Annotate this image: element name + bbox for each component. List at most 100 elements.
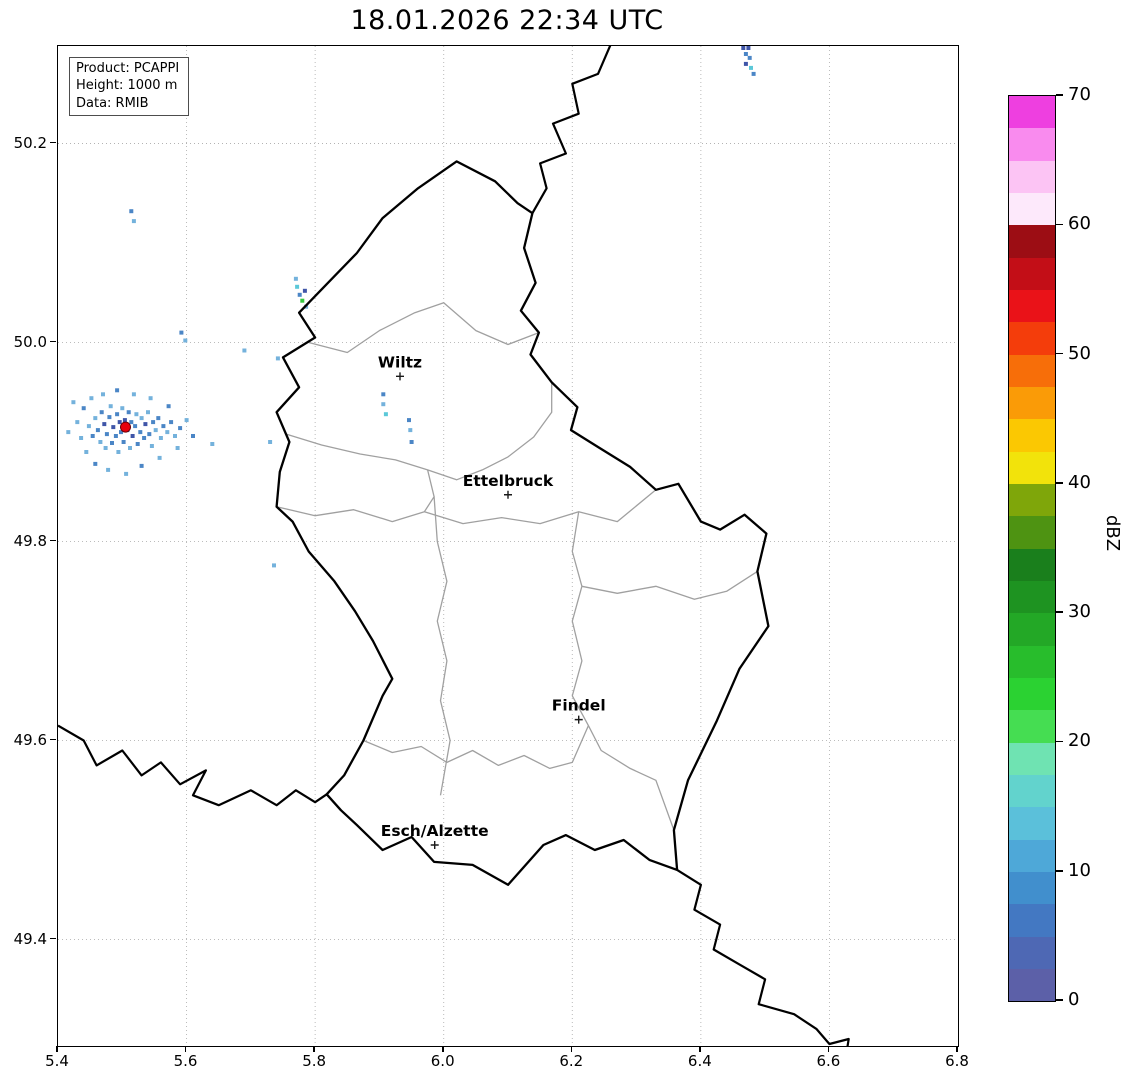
country-borders-layer <box>58 46 850 1046</box>
colorbar-tickmark <box>1056 611 1063 613</box>
x-axis-tick-label: 5.6 <box>173 1052 198 1070</box>
district-border <box>276 489 657 525</box>
info-box: Product: PCAPPI Height: 1000 m Data: RMI… <box>69 57 190 117</box>
colorbar-tick-label: 50 <box>1068 342 1091 364</box>
info-line-product: Product: PCAPPI <box>76 61 180 76</box>
x-axis-tick-label: 5.4 <box>45 1052 69 1070</box>
x-axis-tick-label: 6.8 <box>945 1052 969 1070</box>
colorbar <box>1008 95 1056 1002</box>
colorbar-segment <box>1009 160 1055 193</box>
x-axis-tickmark <box>699 1046 701 1052</box>
colorbar-segment <box>1009 645 1055 678</box>
colorbar-tick-label: 60 <box>1068 213 1091 235</box>
colorbar-tickmark <box>1056 223 1063 226</box>
colorbar-tick-label: 30 <box>1068 601 1091 623</box>
y-axis-tickmark <box>50 937 56 940</box>
x-axis-tick-label: 5.8 <box>302 1052 327 1070</box>
colorbar-segment <box>1009 419 1055 452</box>
y-axis-tick-label: 49.4 <box>13 929 47 948</box>
district-border <box>433 496 451 796</box>
y-axis-tickmark <box>50 539 56 542</box>
colorbar-segment <box>1009 710 1055 743</box>
x-axis-tick-label: 6.6 <box>816 1052 841 1070</box>
city-label: Esch/Alzette <box>381 822 489 840</box>
neighbour-border <box>676 868 850 1046</box>
cities-layer: Wiltz Ettelbruck Findel Esch/Alzette <box>378 353 606 850</box>
colorbar-segment <box>1009 613 1055 646</box>
x-axis-tickmark <box>313 1046 315 1052</box>
colorbar-segment <box>1009 548 1055 581</box>
x-axis-tick-label: 6.4 <box>687 1052 712 1070</box>
colorbar-segment <box>1009 192 1055 226</box>
city-marker <box>396 372 404 381</box>
district-border <box>423 469 435 513</box>
y-axis-tickmark <box>50 340 56 343</box>
colorbar-segment <box>1009 257 1055 290</box>
colorbar-segment <box>1009 677 1055 711</box>
info-line-height: Height: 1000 m <box>76 78 178 94</box>
x-axis-tickmark <box>184 1046 187 1052</box>
x-axis-tick-label: 6.0 <box>430 1052 455 1070</box>
colorbar-segment <box>1009 774 1055 808</box>
colorbar-segment <box>1009 807 1055 840</box>
grid-layer <box>58 46 958 1046</box>
colorbar-segment <box>1009 936 1055 969</box>
colorbar-segment <box>1009 451 1055 484</box>
colorbar-axis-label: dBZ <box>1102 515 1123 552</box>
city-label: Ettelbruck <box>463 472 554 490</box>
neighbour-border <box>531 46 612 214</box>
city-label: Wiltz <box>378 353 422 371</box>
plot-area: Wiltz Ettelbruck Findel Esch/Alzette Produc… <box>57 45 959 1047</box>
x-axis-tickmark <box>56 1046 58 1052</box>
colorbar-segment <box>1009 354 1055 387</box>
city-label: Findel <box>552 697 606 715</box>
colorbar-segment <box>1009 322 1055 355</box>
colorbar-tickmark <box>1056 740 1063 743</box>
radar-echoes-layer <box>66 46 756 568</box>
district-border <box>308 302 540 354</box>
colorbar-segment <box>1009 968 1055 1002</box>
colorbar-segment <box>1009 516 1055 549</box>
radar-site-marker <box>120 421 131 433</box>
colorbar-segment <box>1009 871 1055 905</box>
colorbar-segment <box>1009 128 1055 161</box>
colorbar-segment <box>1009 483 1055 517</box>
x-axis-tickmark <box>956 1046 958 1052</box>
y-axis-tickmark <box>50 738 56 741</box>
y-axis-tickmark <box>50 141 56 144</box>
colorbar-tick-label: 0 <box>1068 989 1080 1010</box>
y-axis-tick-label: 50.0 <box>13 332 47 351</box>
x-axis-tickmark <box>570 1046 573 1052</box>
colorbar-tickmark <box>1056 482 1063 484</box>
colorbar-tick-label: 70 <box>1068 84 1091 105</box>
district-border <box>571 511 675 831</box>
country-border <box>275 160 770 886</box>
colorbar-tickmark <box>1056 999 1063 1001</box>
city-marker <box>430 841 439 850</box>
colorbar-segment <box>1009 96 1055 129</box>
colorbar-tick-label: 10 <box>1068 859 1091 881</box>
x-axis-tick-label: 6.2 <box>559 1052 584 1070</box>
y-axis-tick-label: 49.6 <box>13 730 47 749</box>
colorbar-segment <box>1009 386 1055 420</box>
colorbar-segment <box>1009 839 1055 872</box>
district-borders-layer <box>276 302 758 831</box>
city-marker <box>504 490 512 499</box>
colorbar-tick-label: 40 <box>1068 471 1091 493</box>
neighbour-border <box>58 724 328 807</box>
colorbar-tickmark <box>1056 94 1063 96</box>
plot-title: 18.01.2026 22:34 UTC <box>350 5 664 36</box>
district-border <box>363 725 589 770</box>
info-line-data: Data: RMIB <box>76 95 149 111</box>
colorbar-segment <box>1009 225 1055 258</box>
colorbar-segment <box>1009 742 1055 775</box>
colorbar-tickmark <box>1056 870 1063 872</box>
district-border <box>286 382 553 481</box>
x-axis-tickmark <box>827 1046 830 1052</box>
x-axis-tickmark <box>442 1046 444 1052</box>
colorbar-segment <box>1009 289 1055 323</box>
y-axis-tick-label: 50.2 <box>13 133 47 152</box>
colorbar-segment <box>1009 580 1055 614</box>
colorbar-segment <box>1009 904 1055 937</box>
city-marker <box>574 715 583 724</box>
